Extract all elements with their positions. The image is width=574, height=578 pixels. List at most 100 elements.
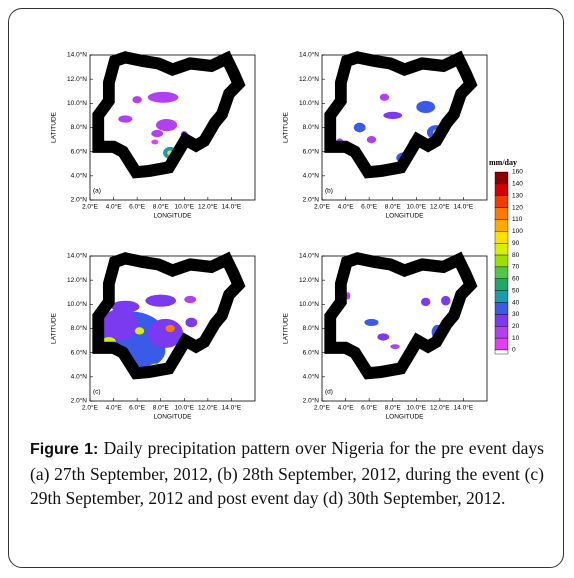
y-axis-label: LATITUDE bbox=[283, 111, 290, 143]
panel-label: (c) bbox=[93, 389, 101, 396]
x-tick-label: 14.0°E bbox=[222, 203, 242, 211]
x-tick-label: 14.0°E bbox=[222, 404, 242, 412]
x-tick-label: 12.0°E bbox=[430, 203, 450, 211]
rain-area bbox=[185, 317, 198, 328]
rain-area bbox=[151, 129, 164, 138]
y-tick-label: 4.0°N bbox=[303, 172, 320, 180]
x-tick-label: 4.0°E bbox=[106, 203, 123, 211]
rain-area bbox=[100, 309, 139, 341]
rain-area bbox=[345, 292, 351, 300]
rain-area bbox=[366, 135, 377, 144]
map bbox=[329, 258, 470, 373]
y-tick-label: 12.0°N bbox=[67, 75, 87, 83]
map bbox=[330, 57, 470, 172]
colorbar-label: 20 bbox=[512, 323, 520, 330]
colorbar-label: 120 bbox=[512, 204, 523, 211]
x-tick-label: 14.0°E bbox=[454, 404, 474, 412]
y-tick-label: 8.0°N bbox=[71, 123, 88, 131]
rain-area bbox=[377, 333, 390, 341]
rain-area bbox=[379, 93, 390, 101]
y-tick-label: 10.0°N bbox=[67, 99, 87, 107]
x-tick-label: 6.0°E bbox=[129, 203, 146, 211]
y-tick-label: 2.0°N bbox=[303, 397, 320, 405]
colorbar-swatch bbox=[494, 337, 509, 351]
rain-area bbox=[145, 294, 177, 307]
colorbar-label: 100 bbox=[512, 228, 523, 235]
y-tick-label: 12.0°N bbox=[299, 276, 319, 284]
y-axis-label: LATITUDE bbox=[51, 312, 58, 344]
colorbar-swatch bbox=[494, 349, 509, 355]
colorbar-swatch bbox=[494, 278, 509, 291]
colorbar-swatch bbox=[494, 231, 509, 244]
colorbar-label: 130 bbox=[512, 192, 523, 199]
x-tick-label: 2.0°E bbox=[314, 404, 331, 412]
panel-label: (b) bbox=[325, 188, 333, 195]
colorbar-swatch bbox=[494, 302, 509, 315]
caption-label: Figure 1: bbox=[30, 441, 99, 458]
rain-area bbox=[147, 91, 179, 103]
x-tick-label: 8.0°E bbox=[153, 404, 170, 412]
colorbar-swatch bbox=[494, 290, 509, 303]
y-axis-label: LATITUDE bbox=[51, 111, 58, 143]
colorbar-swatch bbox=[494, 183, 509, 196]
y-tick-label: 12.0°N bbox=[67, 276, 87, 284]
x-tick-label: 10.0°E bbox=[174, 404, 194, 412]
x-tick-label: 10.0°E bbox=[406, 203, 426, 211]
y-tick-label: 8.0°N bbox=[303, 123, 320, 131]
x-tick-label: 8.0°E bbox=[385, 404, 402, 412]
colorbar-swatch bbox=[494, 326, 509, 339]
colorbar-swatch bbox=[494, 195, 509, 208]
rain-area bbox=[151, 139, 159, 145]
colorbar-label: 60 bbox=[512, 276, 520, 283]
rain-area bbox=[421, 297, 431, 307]
colorbar-label: 40 bbox=[512, 299, 520, 306]
map-panel: 2.0°E 4.0°E 6.0°E 8.0°E 10.0°E 12.0°E 14.0°E 14… bbox=[51, 252, 256, 421]
rain-area bbox=[118, 115, 133, 123]
x-tick-label: 12.0°E bbox=[198, 404, 218, 412]
y-tick-label: 6.0°N bbox=[71, 348, 88, 356]
precipitation bbox=[98, 294, 219, 371]
map-panel: 2.0°E 4.0°E 6.0°E 8.0°E 10.0°E 12.0°E 14.0°E 14… bbox=[51, 51, 256, 220]
map-panel: 2.0°E 4.0°E 6.0°E 8.0°E 10.0°E 12.0°E 14.0°E 14… bbox=[283, 51, 488, 220]
x-tick-label: 6.0°E bbox=[129, 404, 146, 412]
caption-text: Daily precipitation pattern over Nigeria… bbox=[30, 438, 544, 508]
map-panel: 2.0°E 4.0°E 6.0°E 8.0°E 10.0°E 12.0°E 14.0°E 14… bbox=[283, 252, 488, 421]
rain-area bbox=[353, 122, 366, 133]
rain-area bbox=[134, 327, 145, 335]
rain-area bbox=[441, 295, 451, 306]
y-tick-label: 2.0°N bbox=[71, 196, 88, 204]
panel-label: (a) bbox=[93, 188, 101, 195]
rain-area bbox=[184, 295, 197, 304]
x-tick-label: 6.0°E bbox=[361, 203, 378, 211]
y-axis-label: LATITUDE bbox=[283, 312, 290, 344]
x-tick-label: 8.0°E bbox=[385, 203, 402, 211]
map bbox=[98, 258, 238, 373]
x-tick-label: 12.0°E bbox=[430, 404, 450, 412]
rain-area bbox=[132, 96, 142, 104]
x-tick-label: 10.0°E bbox=[406, 404, 426, 412]
x-tick-label: 2.0°E bbox=[82, 404, 99, 412]
x-tick-label: 4.0°E bbox=[338, 404, 355, 412]
map bbox=[95, 57, 239, 172]
colorbar-label: 160 bbox=[512, 169, 523, 176]
colorbar-swatch bbox=[494, 242, 509, 256]
x-axis-label: LONGITUDE bbox=[154, 414, 193, 421]
x-tick-label: 14.0°E bbox=[454, 203, 474, 211]
figure-frame bbox=[8, 8, 564, 568]
y-tick-label: 14.0°N bbox=[67, 252, 87, 260]
colorbar-label: 0 bbox=[512, 347, 516, 354]
x-axis-label: LONGITUDE bbox=[386, 414, 425, 421]
colorbar-swatch bbox=[494, 219, 509, 232]
colorbar-swatch bbox=[494, 171, 509, 185]
y-tick-label: 2.0°N bbox=[71, 397, 88, 405]
y-tick-label: 8.0°N bbox=[71, 324, 88, 332]
colorbar-label: 140 bbox=[512, 181, 523, 188]
rain-area bbox=[416, 100, 436, 114]
colorbar-label: 80 bbox=[512, 252, 520, 259]
y-tick-label: 6.0°N bbox=[303, 348, 320, 356]
figure: 2.0°E 4.0°E 6.0°E 8.0°E 10.0°E 12.0°E 14.0°E 14… bbox=[51, 51, 524, 421]
y-tick-label: 10.0°N bbox=[299, 99, 319, 107]
rain-area bbox=[390, 344, 400, 350]
x-tick-label: 4.0°E bbox=[106, 404, 123, 412]
